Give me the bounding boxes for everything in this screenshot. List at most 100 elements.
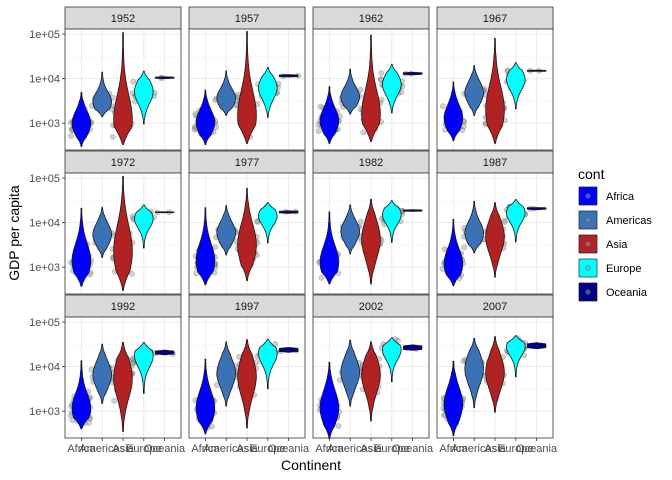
y-axis-title: GDP per capita xyxy=(6,185,22,281)
facet-panel-1992: 1992 1e+03 1e+04 1e+05 AfricaAmericasAsiaEur… xyxy=(29,294,186,455)
facet-strip-label: 1957 xyxy=(235,13,259,25)
facet-panel-1962: 1962 xyxy=(312,6,430,151)
facet-strip-label: 2002 xyxy=(359,301,383,313)
violin-europe-1967 xyxy=(505,62,526,110)
legend-label: Asia xyxy=(606,239,628,251)
legend-item-asia: Asia xyxy=(578,234,628,254)
x-tick-label: Asia xyxy=(236,443,258,455)
legend-label: Oceania xyxy=(606,287,648,299)
violin-africa-1967 xyxy=(443,81,464,142)
x-tick-label: Oceania xyxy=(392,443,434,455)
violin-oceania-1982 xyxy=(402,209,423,212)
legend-item-europe: Europe xyxy=(578,258,641,278)
violin-americas-1977 xyxy=(216,205,236,256)
violin-asia-1972 xyxy=(113,176,133,291)
violin-americas-1957 xyxy=(216,70,237,116)
facet-strip-label: 1997 xyxy=(235,301,259,313)
violin-oceania-1977 xyxy=(278,210,299,214)
facet-panels: 1952 1e+03 1e+04 1e+05 1957 1962 1967 1972 1e+03… xyxy=(29,6,558,455)
facet-strip-label: 1982 xyxy=(359,157,383,169)
x-tick-label: Oceania xyxy=(268,443,310,455)
facet-strip-label: 1972 xyxy=(111,157,135,169)
x-axis-title: Continent xyxy=(281,457,341,473)
violin-europe-1992 xyxy=(133,342,154,394)
violin-americas-1997 xyxy=(216,341,236,407)
violin-americas-1952 xyxy=(92,71,113,118)
y-tick-label: 1e+05 xyxy=(29,173,60,185)
violin-oceania-1952 xyxy=(154,76,175,79)
violin-oceania-1997 xyxy=(278,347,299,353)
violin-oceania-1987 xyxy=(526,207,547,211)
violin-europe-2002 xyxy=(382,337,402,383)
violin-asia-2002 xyxy=(361,341,381,422)
violin-oceania-1972 xyxy=(154,211,175,214)
violin-europe-2007 xyxy=(506,335,526,378)
panel-border xyxy=(436,172,554,295)
y-tick-label: 1e+05 xyxy=(29,317,60,329)
x-tick-label: Asia xyxy=(112,443,134,455)
legend-item-africa: Africa xyxy=(578,186,635,206)
x-tick-label: Europe xyxy=(126,443,161,455)
violin-africa-1997 xyxy=(195,358,216,435)
violin-americas-2007 xyxy=(464,338,484,409)
panel-border xyxy=(312,28,430,151)
legend-label: Africa xyxy=(606,191,635,203)
x-tick-label: Africa xyxy=(439,443,468,455)
violin-africa-1987 xyxy=(443,218,464,287)
x-tick-label: Americas xyxy=(451,443,497,455)
x-tick-label: Africa xyxy=(191,443,220,455)
x-tick-label: Oceania xyxy=(144,443,186,455)
y-tick-label: 1e+04 xyxy=(29,218,60,230)
violin-asia-2007 xyxy=(485,336,505,413)
violin-americas-1982 xyxy=(340,204,361,255)
violin-europe-1962 xyxy=(381,63,402,114)
facet-panel-1952: 1952 1e+03 1e+04 1e+05 xyxy=(29,6,182,151)
violin-americas-1972 xyxy=(92,207,113,258)
panel-border xyxy=(312,172,430,295)
violin-asia-1952 xyxy=(113,32,133,145)
x-tick-label: Europe xyxy=(374,443,409,455)
facet-panel-1987: 1987 xyxy=(436,150,554,295)
x-tick-label: Americas xyxy=(79,443,125,455)
violin-africa-1992 xyxy=(71,360,92,430)
violin-asia-1982 xyxy=(361,198,381,285)
violin-oceania-1967 xyxy=(526,69,547,72)
panel-border xyxy=(188,28,306,151)
y-tick-label: 1e+04 xyxy=(29,74,60,86)
violin-africa-1982 xyxy=(319,211,340,285)
violin-asia-1962 xyxy=(361,34,381,142)
violin-americas-1992 xyxy=(92,343,112,404)
violin-europe-1982 xyxy=(381,200,402,243)
x-tick-label: Asia xyxy=(360,443,382,455)
violin-africa-1977 xyxy=(195,207,216,286)
violin-europe-1952 xyxy=(134,70,154,125)
violin-africa-1972 xyxy=(71,207,92,287)
violin-africa-2007 xyxy=(443,360,464,437)
violin-oceania-2002 xyxy=(402,344,423,351)
panel-border xyxy=(436,28,554,151)
legend: cont Africa Americas Asia Europe Oceania xyxy=(578,166,652,302)
violin-africa-1962 xyxy=(319,86,340,144)
y-tick-label: 1e+03 xyxy=(29,118,60,130)
x-tick-label: Africa xyxy=(67,443,96,455)
x-tick-label: Asia xyxy=(484,443,506,455)
facet-panel-1967: 1967 xyxy=(436,6,554,151)
violin-oceania-1957 xyxy=(278,74,299,78)
facet-strip-label: 1962 xyxy=(359,13,383,25)
legend-label: Americas xyxy=(606,215,652,227)
y-tick-label: 1e+03 xyxy=(29,406,60,418)
x-tick-label: Europe xyxy=(498,443,533,455)
facet-panel-1977: 1977 xyxy=(188,150,306,295)
facet-strip-label: 1987 xyxy=(483,157,507,169)
violin-asia-1957 xyxy=(237,31,257,144)
violin-africa-1957 xyxy=(195,89,216,145)
violin-europe-1977 xyxy=(257,202,278,244)
violin-americas-1987 xyxy=(464,201,485,254)
violin-africa-1952 xyxy=(71,92,92,147)
panel-border xyxy=(64,28,182,151)
violin-europe-1957 xyxy=(257,67,278,118)
